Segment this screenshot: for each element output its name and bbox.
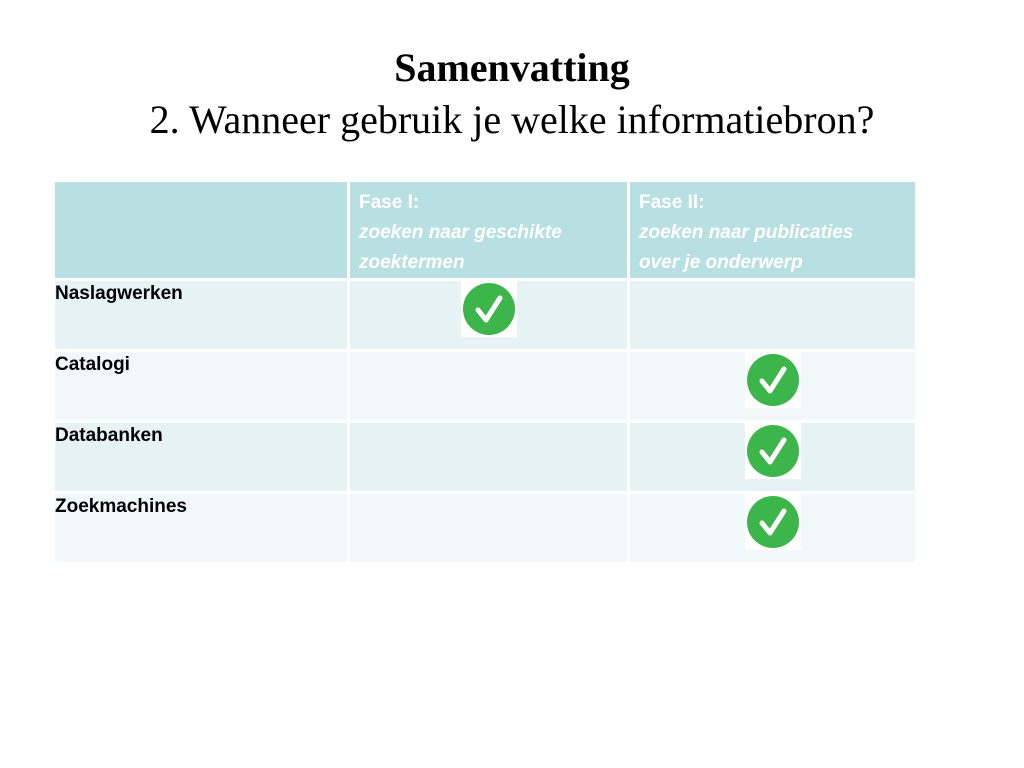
- header-fase-1: Fase I: zoeken naar geschikte zoektermen: [347, 179, 630, 281]
- row-label: Databanken: [52, 420, 350, 494]
- fase-2-cell: [627, 420, 918, 494]
- row-label: Naslagwerken: [52, 278, 350, 352]
- row-label: Zoekmachines: [52, 491, 350, 565]
- fase-1-cell: [347, 349, 630, 423]
- fase-2-label: Fase II:: [639, 192, 705, 213]
- check-circle-icon: [460, 281, 517, 337]
- fase-1-desc-line2: zoektermen: [359, 252, 465, 273]
- fase-1-cell: [347, 491, 630, 565]
- row-label: Catalogi: [52, 349, 350, 423]
- check-circle-icon: [744, 423, 801, 479]
- slide-title-block: Samenvatting 2. Wanneer gebruik je welke…: [0, 42, 1024, 146]
- fase-1-label: Fase I:: [359, 192, 420, 213]
- slide-subtitle: 2. Wanneer gebruik je welke informatiebr…: [149, 97, 875, 142]
- header-fase-2: Fase II: zoeken naar publicaties over je…: [627, 179, 918, 281]
- fase-1-cell: [347, 420, 630, 494]
- table-header-row: Fase I: zoeken naar geschikte zoektermen…: [52, 179, 918, 281]
- table-row: Databanken: [52, 420, 918, 494]
- fase-2-cell: [627, 491, 918, 565]
- table-row: Catalogi: [52, 349, 918, 423]
- slide-title: Samenvatting: [394, 45, 630, 90]
- header-empty-cell: [52, 179, 350, 281]
- summary-table: Fase I: zoeken naar geschikte zoektermen…: [52, 179, 918, 565]
- table-row: Zoekmachines: [52, 491, 918, 565]
- fase-2-desc-line1: zoeken naar publicaties: [639, 222, 854, 243]
- fase-2-desc-line2: over je onderwerp: [639, 252, 803, 273]
- fase-2-cell: [627, 278, 918, 352]
- fase-1-desc-line1: zoeken naar geschikte: [359, 222, 562, 243]
- fase-1-cell: [347, 278, 630, 352]
- check-circle-icon: [744, 352, 801, 408]
- fase-2-cell: [627, 349, 918, 423]
- table-row: Naslagwerken: [52, 278, 918, 352]
- check-circle-icon: [744, 494, 801, 550]
